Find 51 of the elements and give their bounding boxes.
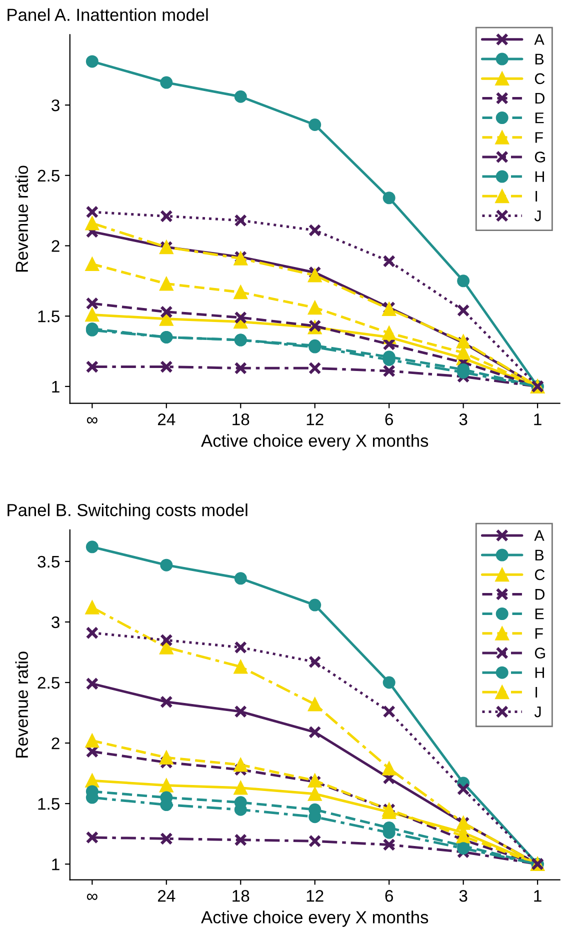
- x-tick-label: 12: [306, 414, 324, 426]
- y-tick-label: 3: [52, 99, 60, 112]
- x-tick-label: 12: [306, 890, 324, 902]
- x-axis-title: Active choice every X months: [201, 910, 428, 927]
- legend-label: F: [535, 628, 543, 639]
- y-axis-title: Revenue ratio: [15, 166, 28, 272]
- y-tick-label: 1: [52, 858, 60, 870]
- y-axis-title: Revenue ratio: [15, 652, 28, 758]
- x-tick-label: 24: [158, 890, 176, 902]
- legend-label: J: [534, 210, 541, 222]
- x-tick-label: 24: [158, 414, 176, 426]
- y-tick-label: 1.5: [38, 310, 60, 322]
- y-tick-label: 2.5: [38, 676, 60, 689]
- y-tick-label: 1.5: [38, 798, 60, 810]
- x-tick-label: 6: [385, 890, 393, 902]
- legend-label: D: [535, 93, 544, 104]
- x-tick-label: ∞: [86, 894, 98, 900]
- legend-label: E: [535, 608, 544, 620]
- y-tick-label: 2: [52, 240, 60, 252]
- legend-label: H: [535, 171, 544, 182]
- legend-label: F: [535, 132, 543, 143]
- x-tick-label: ∞: [86, 417, 98, 424]
- chart-title: Panel A. Inattention model: [8, 8, 208, 21]
- y-tick-label: 3: [52, 616, 60, 628]
- chart-title: Panel B. Switching costs model: [8, 504, 248, 520]
- legend-label: D: [535, 589, 544, 600]
- legend-label: C: [534, 569, 545, 580]
- x-tick-label: 18: [232, 414, 250, 426]
- x-tick-label: 1: [534, 890, 542, 902]
- legend-label: C: [534, 73, 545, 84]
- legend-label: I: [536, 687, 538, 698]
- x-tick-label: 6: [385, 414, 393, 426]
- legend-label: A: [534, 34, 544, 45]
- legend-label: B: [535, 54, 544, 64]
- y-tick-label: 3.5: [38, 556, 60, 568]
- legend-label: A: [534, 530, 544, 541]
- legend-label: G: [534, 152, 545, 162]
- x-tick-label: 3: [459, 890, 468, 902]
- legend-label: G: [534, 648, 545, 658]
- x-tick-label: 1: [534, 414, 542, 426]
- legend-label: I: [536, 190, 538, 202]
- legend-label: H: [535, 667, 544, 678]
- legend-label: E: [535, 112, 544, 124]
- x-tick-label: 3: [459, 414, 468, 426]
- y-tick-label: 2: [52, 737, 60, 750]
- y-tick-label: 2.5: [38, 170, 60, 182]
- x-tick-label: 18: [232, 890, 250, 902]
- legend-label: J: [534, 706, 541, 718]
- y-tick-label: 1: [52, 381, 60, 392]
- legend-label: B: [535, 550, 544, 560]
- x-axis-title: Active choice every X months: [201, 434, 428, 450]
